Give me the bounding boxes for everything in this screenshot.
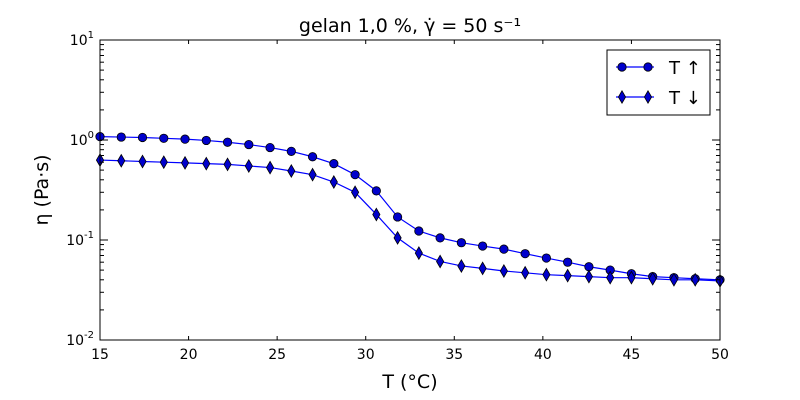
data-point [541, 253, 552, 263]
data-point [414, 246, 423, 261]
data-point [456, 238, 466, 248]
data-point [223, 157, 232, 172]
data-point [542, 267, 551, 282]
data-point [117, 153, 126, 168]
data-point [265, 142, 275, 153]
data-point [287, 163, 296, 178]
data-point [521, 265, 530, 280]
data-point [499, 263, 508, 278]
data-point [244, 139, 254, 150]
data-point [691, 272, 700, 287]
data-point [371, 186, 381, 196]
legend-marker [643, 90, 653, 104]
data-point [584, 269, 593, 284]
x-tick-label: 20 [180, 347, 198, 363]
legend-items: T ↑ T ↓ [616, 58, 701, 109]
legend-marker [617, 62, 627, 72]
x-tick-label: 25 [268, 347, 286, 363]
data-point [265, 160, 275, 175]
data-point [669, 272, 679, 287]
legend-entry: T ↓ [616, 88, 701, 109]
data-point [393, 230, 402, 245]
legend-label: T ↓ [668, 88, 701, 109]
data-point [180, 155, 190, 170]
legend-label: T ↑ [668, 58, 701, 79]
series-2 [95, 153, 725, 288]
data-point [222, 137, 233, 147]
ticks-layer: 15 20 25 30 35 40 45 50 10-2 10-1 100 101 [66, 30, 729, 363]
x-tick-label: 30 [357, 347, 375, 363]
data-point [563, 268, 572, 283]
x-tick-label: 15 [91, 347, 109, 363]
y-axis-label: η (Pa·s) [31, 154, 53, 225]
data-point [392, 212, 403, 222]
data-point [478, 241, 488, 251]
data-point [159, 133, 169, 143]
y-tick-label: 10-2 [66, 330, 94, 349]
plot-layer [95, 132, 725, 288]
data-point [329, 175, 338, 190]
chart-title: gelan 1,0 %, γ̇ = 50 s⁻¹ [299, 15, 521, 37]
y-tick-label: 10-1 [66, 230, 94, 249]
data-point [137, 132, 148, 143]
data-point [116, 132, 126, 142]
data-point [563, 257, 573, 267]
data-point [499, 244, 509, 254]
plot-frame [99, 39, 721, 341]
data-point [520, 249, 530, 259]
x-axis-label: T (°C) [381, 371, 437, 393]
data-point [201, 135, 211, 146]
legend: T ↑ T ↓ [606, 49, 711, 116]
legend-marker [643, 62, 653, 72]
data-point [606, 270, 615, 285]
data-point [244, 158, 253, 173]
data-point [202, 156, 211, 171]
legend-marker [617, 90, 627, 104]
data-point [286, 146, 296, 156]
legend-entry: T ↑ [616, 58, 701, 79]
data-point [457, 258, 466, 273]
data-point [351, 185, 360, 200]
data-point [180, 134, 190, 144]
y-tick-label: 100 [70, 130, 94, 149]
x-tick-label: 50 [711, 347, 729, 363]
series-line [99, 159, 721, 282]
data-point [414, 226, 424, 236]
series-1 [95, 132, 725, 285]
data-point [329, 159, 339, 169]
data-point [627, 270, 636, 285]
data-point [436, 254, 445, 269]
data-point [648, 271, 657, 286]
data-point [478, 261, 487, 276]
x-tick-label: 45 [623, 347, 641, 363]
data-point [159, 155, 168, 170]
data-point [307, 152, 318, 162]
data-point [138, 154, 147, 169]
data-point [308, 167, 317, 182]
x-tick-label: 35 [445, 347, 463, 363]
legend-box [606, 49, 711, 116]
series-line [99, 136, 721, 281]
y-tick-label: 101 [70, 30, 94, 49]
data-point [435, 233, 445, 243]
data-point [372, 207, 381, 222]
x-tick-label: 40 [534, 347, 552, 363]
data-point [350, 170, 360, 180]
